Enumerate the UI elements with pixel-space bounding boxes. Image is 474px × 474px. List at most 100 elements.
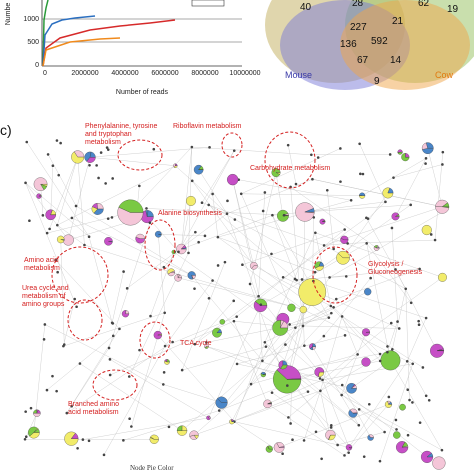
pie-slice (177, 274, 182, 278)
pie-node (36, 193, 42, 199)
node (329, 424, 333, 427)
node (207, 203, 211, 207)
edge (341, 394, 443, 451)
node (424, 316, 428, 320)
edge (163, 384, 222, 403)
node (23, 437, 27, 441)
pie-slice (351, 385, 357, 389)
pie-slice (312, 343, 316, 347)
pie-node (174, 274, 182, 282)
node (356, 353, 359, 356)
x-tick-label: 0 (43, 70, 47, 77)
node (392, 176, 395, 179)
edge (327, 190, 334, 249)
pie-slice (273, 369, 302, 394)
pie-slice (175, 163, 178, 166)
y-tick-label: 500 (27, 39, 39, 46)
node (138, 184, 141, 188)
node (424, 157, 428, 160)
pie-slice (231, 420, 235, 422)
edge (25, 182, 77, 307)
pie-node (155, 230, 162, 238)
edge (427, 148, 443, 207)
edge (359, 409, 397, 430)
node (190, 179, 194, 183)
annotation: Urea cycle and metabolism of amino group… (22, 285, 71, 308)
node (235, 315, 239, 318)
pie-node (265, 445, 273, 453)
node (108, 373, 112, 377)
edge (237, 335, 346, 365)
edge (242, 264, 304, 310)
edge (212, 193, 219, 238)
edge (366, 243, 391, 361)
pie-node (185, 196, 196, 206)
node (78, 362, 82, 365)
edge (322, 322, 392, 381)
pie-slice (340, 235, 349, 240)
edge (234, 421, 350, 448)
node (226, 199, 229, 203)
edge (108, 222, 151, 349)
pie-slice (279, 446, 285, 448)
node (390, 226, 394, 230)
node (225, 212, 229, 215)
node (417, 319, 420, 323)
pie-slice (361, 357, 371, 367)
node (56, 223, 59, 227)
node (386, 345, 389, 348)
venn-count: 21 (392, 16, 404, 27)
edge (291, 351, 388, 372)
edge (26, 141, 90, 237)
node (54, 258, 58, 262)
node (249, 382, 253, 386)
pie-slice (215, 398, 228, 409)
curve (42, 37, 121, 67)
edge (57, 156, 78, 226)
node (394, 418, 398, 422)
edge (82, 417, 209, 440)
edge (47, 154, 77, 207)
node (322, 244, 326, 247)
node (330, 311, 333, 315)
edge (192, 180, 254, 266)
edge (348, 361, 408, 448)
node (232, 149, 236, 152)
venn-set-label: Cow (435, 70, 454, 80)
pie-node (361, 357, 371, 367)
y-tick-label: 1000 (23, 16, 39, 23)
pie-slice (150, 434, 159, 440)
node (81, 438, 85, 441)
node (343, 454, 346, 457)
edge (236, 229, 345, 317)
edge (337, 431, 385, 446)
node (418, 421, 422, 424)
pie-node (430, 343, 444, 358)
edge (258, 192, 266, 297)
node (162, 265, 166, 269)
highlight-ring (312, 246, 358, 304)
pie-slice (147, 210, 154, 217)
edge (238, 179, 352, 201)
pie-slice (318, 261, 324, 267)
node (205, 341, 208, 344)
pie-slice (382, 187, 394, 199)
pie-slice (426, 452, 434, 458)
edge (304, 201, 386, 213)
pie-slice (36, 409, 41, 414)
pie-node (140, 210, 154, 224)
node (24, 181, 27, 185)
node (107, 346, 111, 350)
edge (241, 148, 341, 194)
pie-slice (187, 271, 196, 280)
pie-node (393, 431, 401, 439)
edge (234, 342, 265, 422)
pie-slice (33, 177, 48, 191)
pie-node (373, 245, 380, 251)
node (361, 172, 365, 176)
edge (84, 244, 172, 273)
edge (182, 346, 266, 371)
node (357, 408, 361, 411)
legend-title: Node Pie Color (130, 464, 174, 472)
pie-node (212, 327, 222, 338)
